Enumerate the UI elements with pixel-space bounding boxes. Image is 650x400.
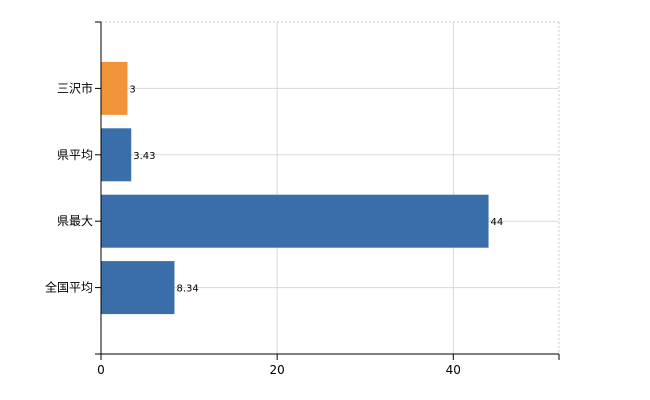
data-label-0: 3 bbox=[129, 84, 135, 95]
bars bbox=[101, 61, 489, 315]
category-label-2: 県最大 bbox=[57, 214, 93, 228]
data-label-3: 8.34 bbox=[176, 284, 198, 295]
axes bbox=[95, 21, 560, 360]
category-label-0: 三沢市 bbox=[57, 80, 93, 95]
x-tick-label-2: 40 bbox=[446, 363, 461, 377]
bar-0 bbox=[101, 61, 128, 115]
data-label-1: 3.43 bbox=[133, 151, 155, 162]
x-tick-label-1: 20 bbox=[270, 363, 285, 377]
data-label-2: 44 bbox=[491, 217, 504, 228]
bar-2 bbox=[101, 194, 489, 248]
bar-3 bbox=[101, 261, 175, 315]
category-label-1: 県平均 bbox=[57, 148, 93, 162]
x-tick-label-0: 0 bbox=[97, 363, 105, 377]
labels: 3 三沢市 3.43 県平均 44 県最大 8.34 全国平均 0 20 40 bbox=[45, 80, 503, 377]
category-label-3: 全国平均 bbox=[45, 280, 93, 295]
bar-1 bbox=[101, 128, 132, 182]
